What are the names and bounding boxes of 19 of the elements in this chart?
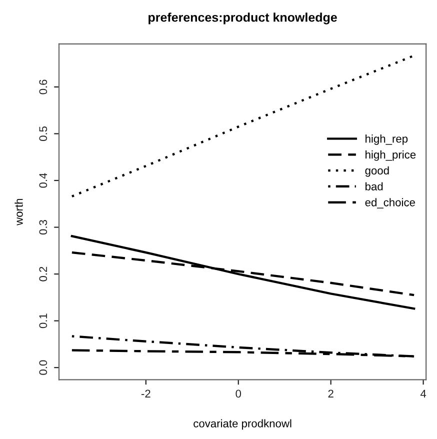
x-tick-label: 4 [420,390,426,398]
legend-label: ed_choice [365,198,415,208]
legend-label: high_price [366,150,416,161]
legend-label: bad [366,182,383,190]
y-tick-label: 0.4 [39,173,48,188]
y-tick-label: 0.5 [39,126,48,141]
y-tick-label: 0.3 [39,220,48,235]
y-tick-label: 0.1 [39,314,48,328]
y-tick-label: 0.0 [39,360,48,375]
x-tick-label: 2 [328,390,334,398]
x-axis-title: covariate prodknowl [194,419,292,430]
chart-title: preferences:product knowledge [148,12,337,24]
legend-label: high_rep [366,134,408,145]
y-tick-label: 0.2 [39,266,48,282]
legend-label: good [365,166,389,177]
x-tick-label: -2 [141,390,150,398]
y-axis-title: worth [14,198,23,226]
y-tick-label: 0.6 [39,80,48,94]
x-tick-label: 0 [236,390,242,398]
